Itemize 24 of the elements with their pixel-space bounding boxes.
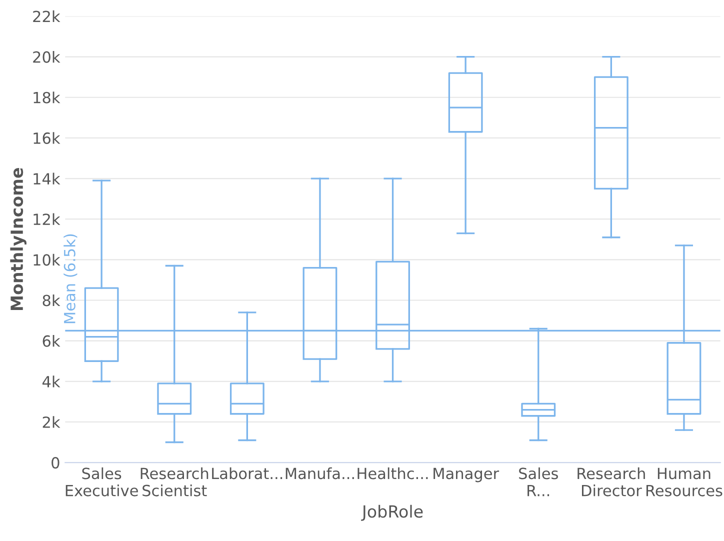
x-axis-title: JobRole	[361, 504, 423, 521]
y-tick-label: 16k	[34, 132, 60, 144]
x-tick-label: Manager	[434, 468, 500, 482]
y-tick-label: 12k	[34, 213, 60, 225]
y-tick-label: 0	[52, 457, 60, 469]
y-tick-label: 22k	[33, 10, 60, 22]
ref-line-label: Mean (6.5k)	[64, 234, 78, 324]
x-tick-label: Manufa...	[286, 467, 354, 480]
x-tick-label: Laborat...	[212, 467, 282, 480]
y-axis-title: MonthlyIncome	[10, 168, 26, 310]
y-tick-label: 8k	[42, 294, 60, 306]
x-tick-label: Sales Executive	[66, 467, 138, 496]
y-tick-label: 6k	[42, 335, 60, 347]
x-tick-label: Research Scientist	[140, 467, 208, 496]
y-tick-label: 2k	[42, 416, 60, 428]
y-tick-label: 20k	[33, 51, 60, 63]
x-tick-label: Sales R...	[519, 467, 558, 496]
y-tick-label: 14k	[34, 172, 60, 184]
x-tick-label: Human Resources	[646, 468, 722, 496]
x-tick-label: Healthc...	[358, 467, 428, 480]
y-tick-label: 18k	[34, 92, 60, 104]
y-tick-label: 4k	[42, 376, 60, 388]
x-tick-label: Research Director	[578, 467, 645, 496]
y-tick-label: 10k	[34, 254, 60, 266]
